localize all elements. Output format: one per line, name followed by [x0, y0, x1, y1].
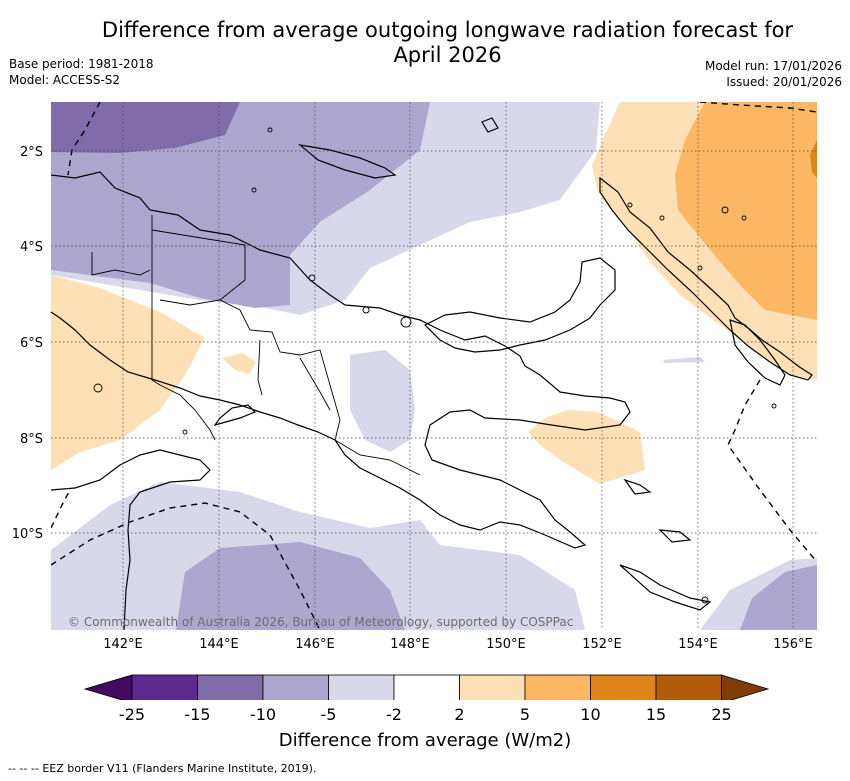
anomaly-region-minus5-east [663, 357, 705, 363]
colorbar-swatch-2 [197, 674, 264, 700]
coastline-fly-delta [213, 404, 257, 427]
lon-label-142e: 142°E [103, 637, 143, 652]
colorbar-swatch-9 [655, 674, 722, 700]
colorbar-swatch-8 [590, 674, 657, 700]
colorbar-title: Difference from average (W/m2) [278, 730, 572, 751]
anomaly-region-minus10-northwest [51, 102, 430, 308]
meta-right: Model run: 17/01/2026 Issued: 20/01/2026 [705, 58, 842, 90]
eez-legend-symbol: -- -- -- [8, 762, 39, 775]
chart-title: Difference from average outgoing longwav… [90, 18, 805, 68]
lon-label-156e: 156°E [773, 637, 813, 652]
title-line-2: April 2026 [393, 43, 502, 67]
issued-date: Issued: 20/01/2026 [726, 75, 842, 89]
coastline-louisiade [619, 564, 712, 611]
lat-label-4s: 4°S [20, 240, 43, 255]
border-province-2 [151, 229, 246, 306]
lon-label-150e: 150°E [486, 637, 526, 652]
eez-west [51, 489, 71, 529]
anomaly-region-minus10-south [176, 542, 405, 630]
coastline-new-hanover [481, 117, 499, 133]
colorbar-label-2: -15 [184, 705, 211, 724]
copyright-notice: © Commonwealth of Australia 2026, Bureau… [68, 615, 573, 629]
eez-north [67, 102, 101, 176]
eez-borders [51, 102, 817, 630]
model-run: Model run: 17/01/2026 [704, 59, 842, 73]
model-name: Model: ACCESS-S2 [9, 73, 121, 87]
colorbar-extend-low [83, 674, 133, 700]
map-figure: © Commonwealth of Australia 2026, Bureau… [12, 102, 817, 700]
base-period: Base period: 1981-2018 [9, 57, 154, 71]
colorbar-swatch-5 [393, 674, 460, 700]
border-png-indonesia [151, 215, 216, 441]
border-province-4 [329, 384, 421, 476]
coastline-trobriand [623, 478, 652, 495]
colorbar-label-9: 15 [645, 705, 667, 724]
colorbar [83, 674, 770, 700]
eez-east [727, 379, 817, 563]
coastline-new-britain [423, 257, 616, 353]
colorbar-label-5: -2 [386, 705, 402, 724]
lat-label-8s: 8°S [20, 432, 43, 447]
colorbar-label-10: 25 [711, 705, 732, 724]
colorbar-label-1: -25 [118, 705, 146, 724]
eez-northeast [699, 102, 817, 113]
colorbar-swatch-1 [131, 674, 198, 700]
anomaly-region-minus10-southeast [740, 565, 817, 630]
anomaly-region-plus2-solomon-sea [528, 410, 645, 484]
anomaly-region-plus10-east-edge [810, 140, 817, 178]
lon-label-146e: 146°E [295, 637, 335, 652]
colorbar-swatch-6 [459, 674, 526, 700]
lat-label-6s: 6°S [20, 336, 43, 351]
meta-left: Base period: 1981-2018 Model: ACCESS-S2 [9, 56, 154, 88]
title-line-1: Difference from average outgoing longwav… [101, 18, 794, 42]
border-province-5 [257, 339, 263, 396]
anomaly-region-plus2-small [222, 353, 256, 374]
gridlines [51, 102, 817, 630]
border-province-6 [299, 357, 331, 411]
colorbar-label-4: -5 [320, 705, 337, 724]
lon-label-144e: 144°E [199, 637, 239, 652]
coastline-north-australia [51, 449, 211, 630]
colorbar-label-3: -10 [249, 705, 277, 724]
coastline-new-guinea [51, 171, 631, 549]
colorbar-swatch-3 [262, 674, 329, 700]
colorbar-extend-high [721, 674, 770, 700]
coastlines [51, 117, 813, 630]
eez-legend-text: EEZ border V11 (Flanders Marine Institut… [42, 762, 317, 775]
map-plot-area: © Commonwealth of Australia 2026, Bureau… [51, 102, 817, 630]
coastline-woodlark [658, 529, 692, 543]
lon-label-148e: 148°E [390, 637, 430, 652]
coastline-new-ireland [599, 176, 813, 381]
coastline-bougainville [729, 319, 786, 386]
colorbar-label-8: 10 [580, 705, 601, 724]
coastline-manus [297, 144, 397, 179]
lat-label-2s: 2°S [20, 145, 43, 160]
anomaly-region-minus5-center [350, 350, 415, 452]
small-islands [93, 127, 777, 604]
lat-label-10s: 10°S [12, 527, 43, 542]
colorbar-swatch-7 [524, 674, 591, 700]
eez-legend: -- -- -- EEZ border V11 (Flanders Marine… [8, 762, 316, 775]
lat-labels: 2°S 4°S 6°S 8°S 10°S [12, 145, 43, 542]
lon-labels: 142°E 144°E 146°E 148°E 150°E 152°E 154°… [103, 637, 813, 652]
anomaly-region-plus5-northeast [675, 102, 817, 320]
border-province-1 [91, 252, 151, 276]
eez-south [51, 502, 321, 630]
lon-label-154e: 154°E [678, 637, 718, 652]
colorbar-label-7: 5 [519, 705, 531, 724]
lon-label-152e: 152°E [582, 637, 622, 652]
colorbar-label-6: 2 [454, 705, 465, 724]
anomaly-region-minus15-northwest [51, 102, 240, 153]
colorbar-swatch-4 [328, 674, 395, 700]
